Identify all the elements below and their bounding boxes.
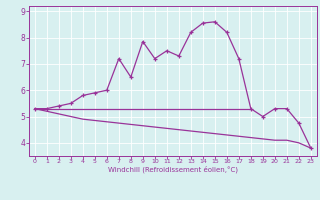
- X-axis label: Windchill (Refroidissement éolien,°C): Windchill (Refroidissement éolien,°C): [108, 166, 238, 173]
